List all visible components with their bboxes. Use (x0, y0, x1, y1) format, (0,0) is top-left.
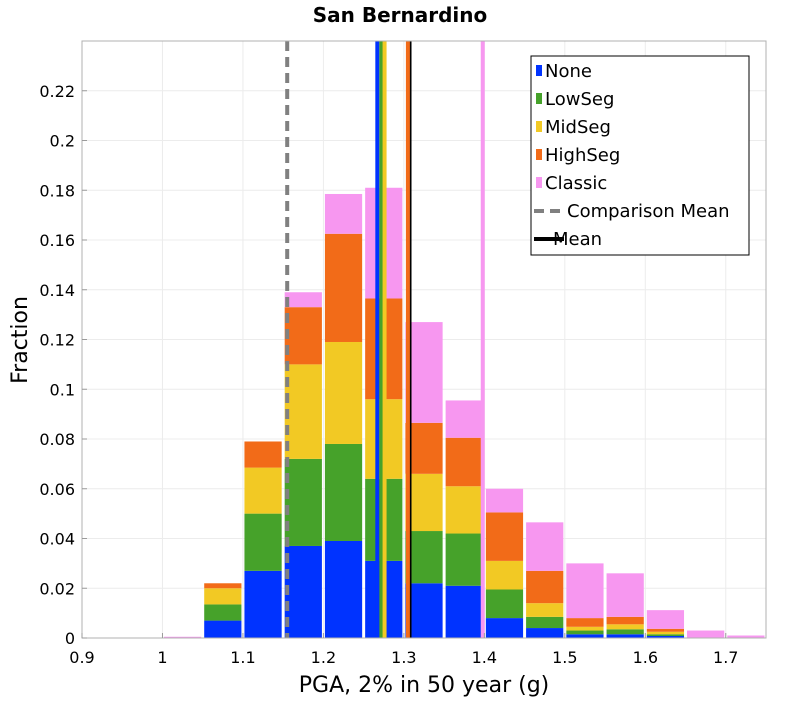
y-tick-label: 0.1 (50, 380, 75, 399)
bar-midseg (526, 603, 564, 617)
bar-highseg (244, 441, 282, 468)
bar-lowseg (244, 513, 282, 571)
bar-classic (324, 193, 363, 234)
bar-lowseg (204, 604, 242, 621)
x-tick-label: 1.1 (230, 648, 255, 667)
bar-lowseg (646, 634, 685, 637)
y-tick-label: 0.2 (50, 132, 75, 151)
legend-swatch (536, 149, 542, 160)
chart-title: San Bernardino (313, 3, 488, 27)
y-tick-label: 0.16 (39, 231, 75, 250)
bar-highseg (324, 233, 363, 342)
y-tick-label: 0.18 (39, 181, 75, 200)
y-tick-label: 0.08 (39, 430, 75, 449)
bar-classic (485, 488, 524, 513)
bar-highseg (606, 616, 644, 625)
bar-classic (284, 292, 322, 308)
bar-midseg (324, 341, 363, 444)
bar-lowseg (405, 531, 443, 584)
mean-lines-group (285, 41, 485, 638)
legend-swatch (536, 65, 542, 76)
legend-label: None (545, 61, 592, 82)
bar-midseg (405, 473, 443, 532)
bar-none (405, 583, 443, 638)
bar-midseg (204, 588, 242, 605)
bar-highseg (646, 628, 685, 632)
bar-highseg (204, 583, 242, 589)
bar-highseg (526, 570, 564, 604)
bar-none (566, 634, 604, 638)
legend-swatch (536, 93, 542, 104)
bar-classic (526, 522, 564, 571)
bar-none (606, 634, 644, 638)
legend-label: HighSeg (545, 145, 620, 166)
bar-lowseg (485, 589, 524, 619)
legend-swatch (536, 121, 542, 132)
y-tick-label: 0.14 (39, 281, 75, 300)
y-tick-label: 0.04 (39, 530, 75, 549)
bar-classic (687, 630, 725, 638)
bar-none (646, 636, 685, 638)
bar-highseg (405, 422, 443, 474)
x-tick-label: 1.6 (633, 648, 658, 667)
x-tick-label: 1.4 (472, 648, 497, 667)
legend-swatch (536, 177, 542, 188)
bar-lowseg (324, 443, 363, 541)
x-tick-label: 1 (157, 648, 167, 667)
x-tick-label: 0.9 (69, 648, 94, 667)
bar-highseg (284, 307, 322, 365)
bar-lowseg (606, 629, 644, 635)
bar-midseg (485, 560, 524, 590)
bar-classic (163, 636, 202, 638)
x-tick-label: 1.2 (311, 648, 336, 667)
bar-classic (405, 322, 443, 423)
x-tick-label: 1.5 (552, 648, 577, 667)
bar-midseg (244, 467, 282, 514)
legend: None LowSeg MidSeg HighSeg Classic Comparison… (530, 55, 750, 256)
bar-midseg (445, 486, 483, 534)
legend-label: LowSeg (545, 89, 614, 110)
x-tick-label: 1.3 (391, 648, 416, 667)
bar-midseg (646, 631, 685, 635)
y-tick-label: 0.02 (39, 579, 75, 598)
bar-none (204, 620, 242, 638)
bar-none (244, 570, 282, 638)
bar-highseg (485, 512, 524, 561)
bar-lowseg (284, 458, 322, 546)
bar-lowseg (445, 533, 483, 586)
bar-none (445, 585, 483, 638)
bar-highseg (566, 618, 604, 627)
bar-lowseg (526, 616, 564, 629)
y-tick-label: 0.12 (39, 331, 75, 350)
bar-highseg (445, 437, 483, 487)
y-axis-label: Fraction (8, 296, 33, 384)
bar-none (324, 540, 363, 638)
bar-midseg (566, 626, 604, 631)
legend-label: Classic (545, 173, 607, 194)
bar-classic (606, 573, 644, 617)
y-tick-label: 0 (65, 629, 75, 648)
bar-none (284, 545, 322, 638)
legend-box (530, 55, 750, 256)
bar-classic (646, 610, 685, 629)
legend-label: Mean (553, 229, 602, 250)
bar-none (526, 628, 564, 638)
x-axis-label: PGA, 2% in 50 year (g) (299, 673, 550, 698)
axis-ticks: 0.9 1 1.1 1.2 1.3 1.4 1.5 1.6 1.7 0 0.02 0.04 0.06 0.… (39, 82, 738, 667)
y-tick-label: 0.22 (39, 82, 75, 101)
bar-lowseg (566, 630, 604, 635)
bar-classic (445, 400, 483, 438)
bar-classic (727, 635, 765, 638)
y-tick-label: 0.06 (39, 480, 75, 499)
bar-none (485, 618, 524, 638)
legend-label: MidSeg (545, 117, 611, 138)
bar-midseg (606, 624, 644, 630)
bar-midseg (284, 364, 322, 459)
bar-classic (566, 563, 604, 619)
x-tick-label: 1.7 (713, 648, 738, 667)
legend-label: Comparison Mean (567, 201, 730, 222)
